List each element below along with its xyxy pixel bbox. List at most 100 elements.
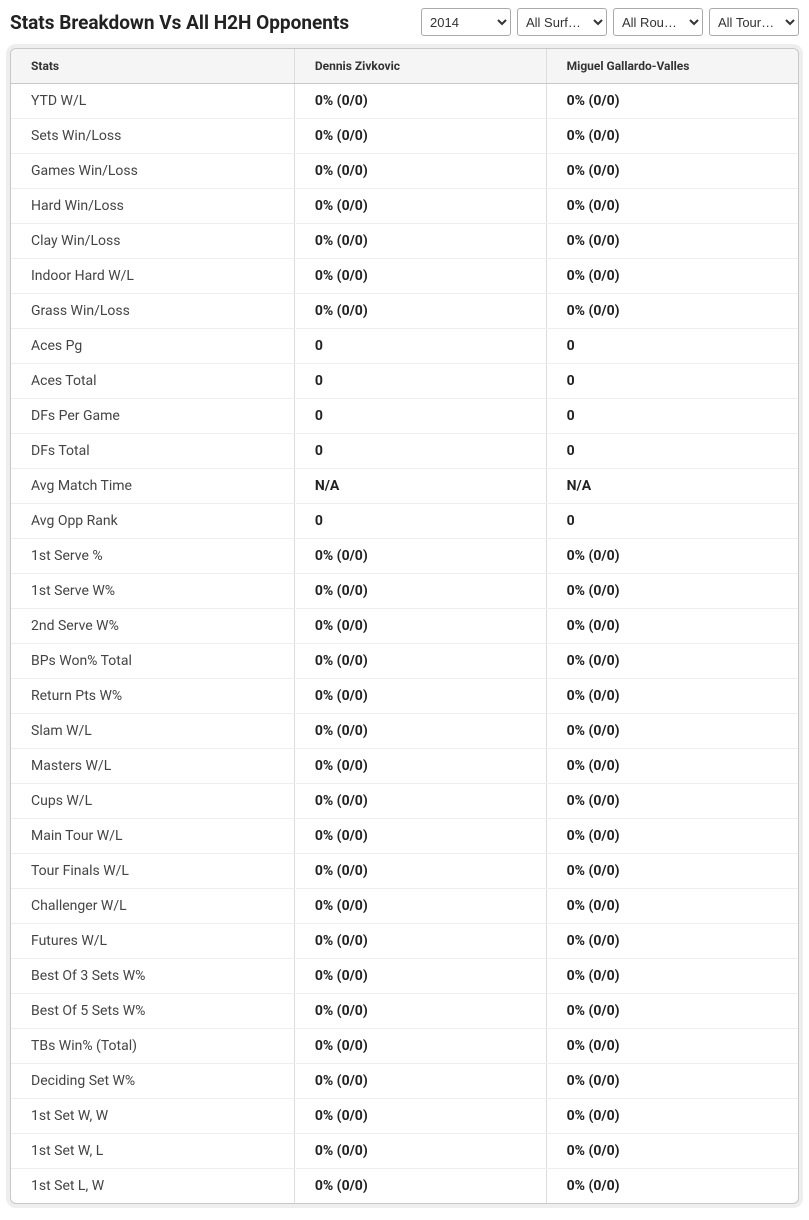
player2-value-cell: 0% (0/0) [546,749,798,784]
table-row: Deciding Set W%0% (0/0)0% (0/0) [11,1064,798,1099]
table-row: YTD W/L0% (0/0)0% (0/0) [11,84,798,119]
table-row: Challenger W/L0% (0/0)0% (0/0) [11,889,798,924]
stat-name-cell: Indoor Hard W/L [11,259,294,294]
filter-round-select[interactable]: All Rou… [613,8,703,36]
stat-name-cell: Hard Win/Loss [11,189,294,224]
stats-table-wrapper: Stats Dennis Zivkovic Miguel Gallardo-Va… [10,48,799,1204]
player2-value-cell: 0% (0/0) [546,1029,798,1064]
stat-name-cell: Aces Pg [11,329,294,364]
player2-value-cell: 0 [546,504,798,539]
table-row: Sets Win/Loss0% (0/0)0% (0/0) [11,119,798,154]
stat-name-cell: Best Of 5 Sets W% [11,994,294,1029]
player2-value-cell: 0% (0/0) [546,189,798,224]
filter-year-select[interactable]: 2014 [421,8,511,36]
player1-value-cell: 0% (0/0) [294,259,546,294]
player1-value-cell: N/A [294,469,546,504]
stat-name-cell: DFs Per Game [11,399,294,434]
table-row: BPs Won% Total0% (0/0)0% (0/0) [11,644,798,679]
table-row: Games Win/Loss0% (0/0)0% (0/0) [11,154,798,189]
stat-name-cell: Avg Opp Rank [11,504,294,539]
player1-value-cell: 0% (0/0) [294,154,546,189]
player1-value-cell: 0% (0/0) [294,119,546,154]
stat-name-cell: YTD W/L [11,84,294,119]
player2-value-cell: 0% (0/0) [546,1064,798,1099]
table-row: 1st Set W, L0% (0/0)0% (0/0) [11,1134,798,1169]
filter-surface-select[interactable]: All Surf… [517,8,607,36]
filter-tournament-select[interactable]: All Tour… [709,8,799,36]
page-title: Stats Breakdown Vs All H2H Opponents [10,11,349,34]
stat-name-cell: Tour Finals W/L [11,854,294,889]
player2-value-cell: 0% (0/0) [546,679,798,714]
player2-value-cell: 0% (0/0) [546,854,798,889]
stat-name-cell: Masters W/L [11,749,294,784]
player1-value-cell: 0 [294,504,546,539]
filter-group: 2014 All Surf… All Rou… All Tour… [421,8,799,36]
column-header-player2: Miguel Gallardo-Valles [546,49,798,84]
stat-name-cell: Return Pts W% [11,679,294,714]
stat-name-cell: Main Tour W/L [11,819,294,854]
table-row: 1st Set L, W0% (0/0)0% (0/0) [11,1169,798,1204]
stat-name-cell: TBs Win% (Total) [11,1029,294,1064]
stat-name-cell: 1st Serve W% [11,574,294,609]
table-row: Best Of 3 Sets W%0% (0/0)0% (0/0) [11,959,798,994]
table-row: 2nd Serve W%0% (0/0)0% (0/0) [11,609,798,644]
player1-value-cell: 0 [294,364,546,399]
player2-value-cell: 0% (0/0) [546,84,798,119]
column-header-stats: Stats [11,49,294,84]
player1-value-cell: 0% (0/0) [294,1064,546,1099]
player2-value-cell: 0% (0/0) [546,609,798,644]
table-row: Main Tour W/L0% (0/0)0% (0/0) [11,819,798,854]
table-row: Avg Match TimeN/AN/A [11,469,798,504]
player1-value-cell: 0% (0/0) [294,714,546,749]
table-row: 1st Serve W%0% (0/0)0% (0/0) [11,574,798,609]
table-row: Masters W/L0% (0/0)0% (0/0) [11,749,798,784]
player2-value-cell: 0 [546,399,798,434]
stat-name-cell: 1st Serve % [11,539,294,574]
stat-name-cell: Grass Win/Loss [11,294,294,329]
stat-name-cell: Games Win/Loss [11,154,294,189]
player2-value-cell: 0% (0/0) [546,294,798,329]
player1-value-cell: 0 [294,434,546,469]
player2-value-cell: 0% (0/0) [546,924,798,959]
player2-value-cell: 0% (0/0) [546,889,798,924]
player2-value-cell: 0% (0/0) [546,224,798,259]
player1-value-cell: 0% (0/0) [294,924,546,959]
player1-value-cell: 0% (0/0) [294,819,546,854]
stat-name-cell: 1st Set W, L [11,1134,294,1169]
table-row: DFs Per Game00 [11,399,798,434]
player2-value-cell: 0% (0/0) [546,714,798,749]
table-row: Return Pts W%0% (0/0)0% (0/0) [11,679,798,714]
table-header-row: Stats Dennis Zivkovic Miguel Gallardo-Va… [11,49,798,84]
player1-value-cell: 0 [294,399,546,434]
table-row: TBs Win% (Total)0% (0/0)0% (0/0) [11,1029,798,1064]
player1-value-cell: 0% (0/0) [294,749,546,784]
player1-value-cell: 0% (0/0) [294,679,546,714]
table-row: Avg Opp Rank00 [11,504,798,539]
table-row: DFs Total00 [11,434,798,469]
player2-value-cell: 0% (0/0) [546,819,798,854]
table-row: Slam W/L0% (0/0)0% (0/0) [11,714,798,749]
player1-value-cell: 0% (0/0) [294,294,546,329]
player2-value-cell: 0 [546,364,798,399]
player1-value-cell: 0% (0/0) [294,1169,546,1204]
column-header-player1: Dennis Zivkovic [294,49,546,84]
player2-value-cell: 0 [546,434,798,469]
player1-value-cell: 0% (0/0) [294,644,546,679]
player1-value-cell: 0% (0/0) [294,609,546,644]
stat-name-cell: Deciding Set W% [11,1064,294,1099]
player2-value-cell: N/A [546,469,798,504]
player1-value-cell: 0% (0/0) [294,959,546,994]
player1-value-cell: 0% (0/0) [294,84,546,119]
stat-name-cell: Clay Win/Loss [11,224,294,259]
player2-value-cell: 0% (0/0) [546,644,798,679]
stat-name-cell: Aces Total [11,364,294,399]
player1-value-cell: 0% (0/0) [294,224,546,259]
player1-value-cell: 0% (0/0) [294,854,546,889]
table-row: Grass Win/Loss0% (0/0)0% (0/0) [11,294,798,329]
player2-value-cell: 0% (0/0) [546,1169,798,1204]
player2-value-cell: 0% (0/0) [546,959,798,994]
table-row: Indoor Hard W/L0% (0/0)0% (0/0) [11,259,798,294]
stats-table-body: YTD W/L0% (0/0)0% (0/0)Sets Win/Loss0% (… [11,84,798,1204]
player1-value-cell: 0% (0/0) [294,994,546,1029]
table-row: Futures W/L0% (0/0)0% (0/0) [11,924,798,959]
